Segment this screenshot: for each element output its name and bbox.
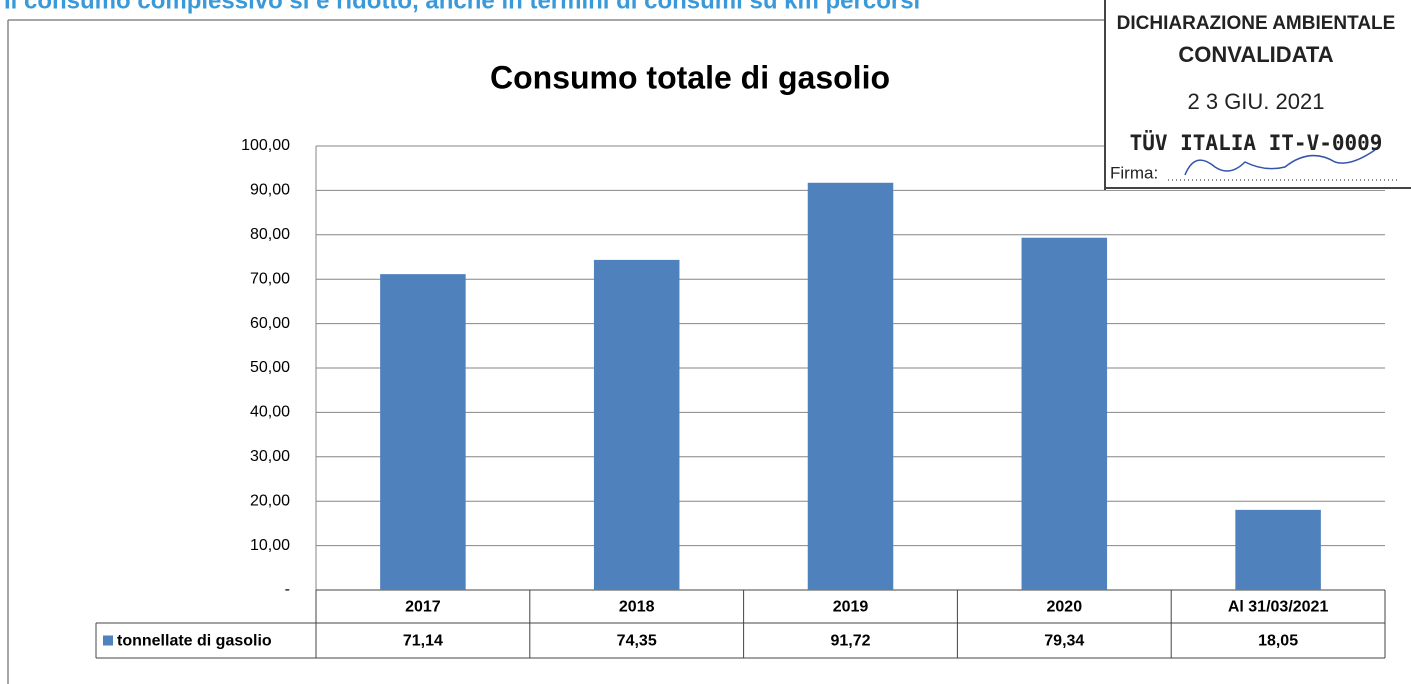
stamp-sign: Firma:	[1110, 163, 1158, 182]
stamp-code: TÜV ITALIA IT-V-0009	[1130, 130, 1383, 155]
category-label: 2019	[833, 599, 869, 616]
y-tick-label: 50,00	[250, 359, 290, 376]
bar	[807, 182, 894, 591]
value-label: 18,05	[1258, 633, 1298, 650]
category-label: 2020	[1047, 599, 1083, 616]
y-tick-label: 20,00	[250, 492, 290, 509]
stamp-line: CONVALIDATA	[1178, 42, 1333, 67]
y-tick-label: 100,00	[241, 137, 290, 154]
y-tick-label: 30,00	[250, 448, 290, 465]
y-tick-label: -	[285, 581, 290, 598]
bar	[1235, 509, 1321, 590]
value-label: 91,72	[830, 633, 870, 650]
y-tick-label: 40,00	[250, 404, 290, 421]
y-tick-label: 80,00	[250, 226, 290, 243]
category-label: 2017	[405, 599, 441, 616]
y-tick-label: 60,00	[250, 315, 290, 332]
stamp-line: DICHIARAZIONE AMBIENTALE	[1117, 13, 1396, 34]
value-label: 79,34	[1044, 633, 1084, 650]
category-label: Al 31/03/2021	[1228, 599, 1329, 616]
y-tick-label: 10,00	[250, 537, 290, 554]
plot: - 10,00 20,00 30,00 40,00 50,00 60,00 70,00 80,0…	[95, 137, 1386, 659]
stamp-date: 2 3 GIU. 2021	[1188, 89, 1325, 114]
stamp: DICHIARAZIONE AMBIENTALE CONVALIDATA 2 3…	[1104, 0, 1411, 190]
bar	[380, 274, 466, 590]
signature	[1184, 149, 1376, 176]
value-label: 74,35	[617, 633, 657, 650]
y-tick-label: 90,00	[250, 182, 290, 199]
legend-swatch	[103, 635, 113, 646]
value-label: 71,14	[403, 633, 443, 650]
chart-title: Consumo totale di gasolio	[490, 59, 890, 95]
bar	[1021, 237, 1108, 590]
category-label: 2018	[619, 599, 655, 616]
legend-label: tonnellate di gasolio	[117, 633, 272, 650]
y-tick-label: 70,00	[250, 270, 290, 287]
header-text: Il consumo complessivo si è ridotto, anc…	[4, 0, 920, 14]
bar	[593, 259, 680, 590]
